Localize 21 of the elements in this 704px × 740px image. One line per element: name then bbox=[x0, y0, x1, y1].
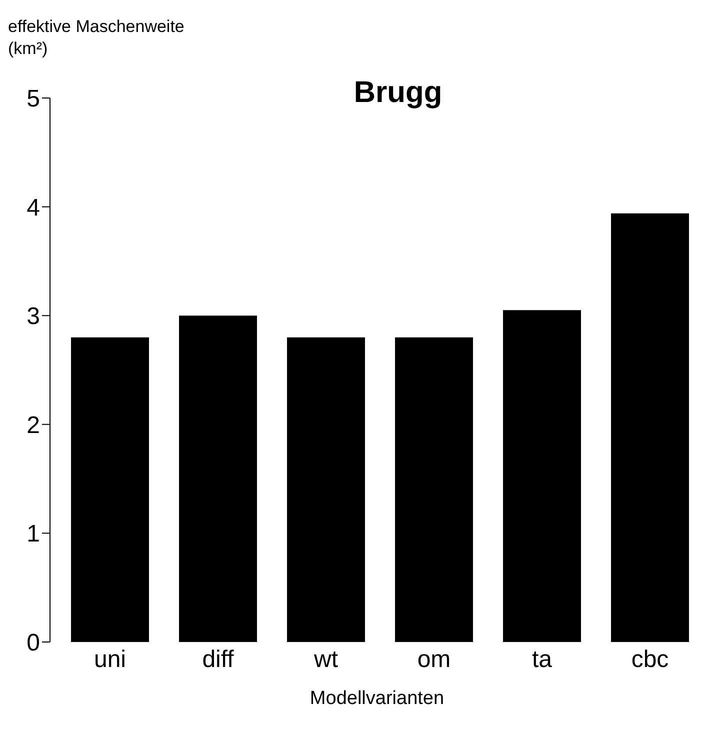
bar bbox=[611, 213, 689, 642]
x-axis-title: Modellvarianten bbox=[310, 688, 444, 709]
y-axis-title: effektive Maschenweite (km²) bbox=[8, 16, 186, 60]
x-tick-label: cbc bbox=[631, 646, 669, 674]
chart-title: Brugg bbox=[352, 76, 444, 110]
y-tick-label: 0 bbox=[26, 630, 40, 657]
x-tick-label: ta bbox=[532, 646, 553, 674]
x-tick-label: wt bbox=[313, 646, 338, 674]
x-tick-label: uni bbox=[94, 646, 126, 674]
bar bbox=[395, 337, 473, 642]
bar bbox=[503, 310, 581, 642]
y-tick-label: 3 bbox=[26, 303, 40, 330]
bar bbox=[71, 337, 149, 642]
bar bbox=[179, 316, 257, 642]
y-tick-label: 4 bbox=[26, 194, 40, 222]
x-tick-label: diff bbox=[202, 646, 234, 674]
x-tick-label: om bbox=[417, 646, 451, 674]
bar bbox=[287, 337, 365, 642]
y-tick-label: 5 bbox=[26, 86, 40, 113]
y-tick-label: 2 bbox=[26, 412, 40, 439]
y-tick-label: 1 bbox=[26, 520, 40, 548]
